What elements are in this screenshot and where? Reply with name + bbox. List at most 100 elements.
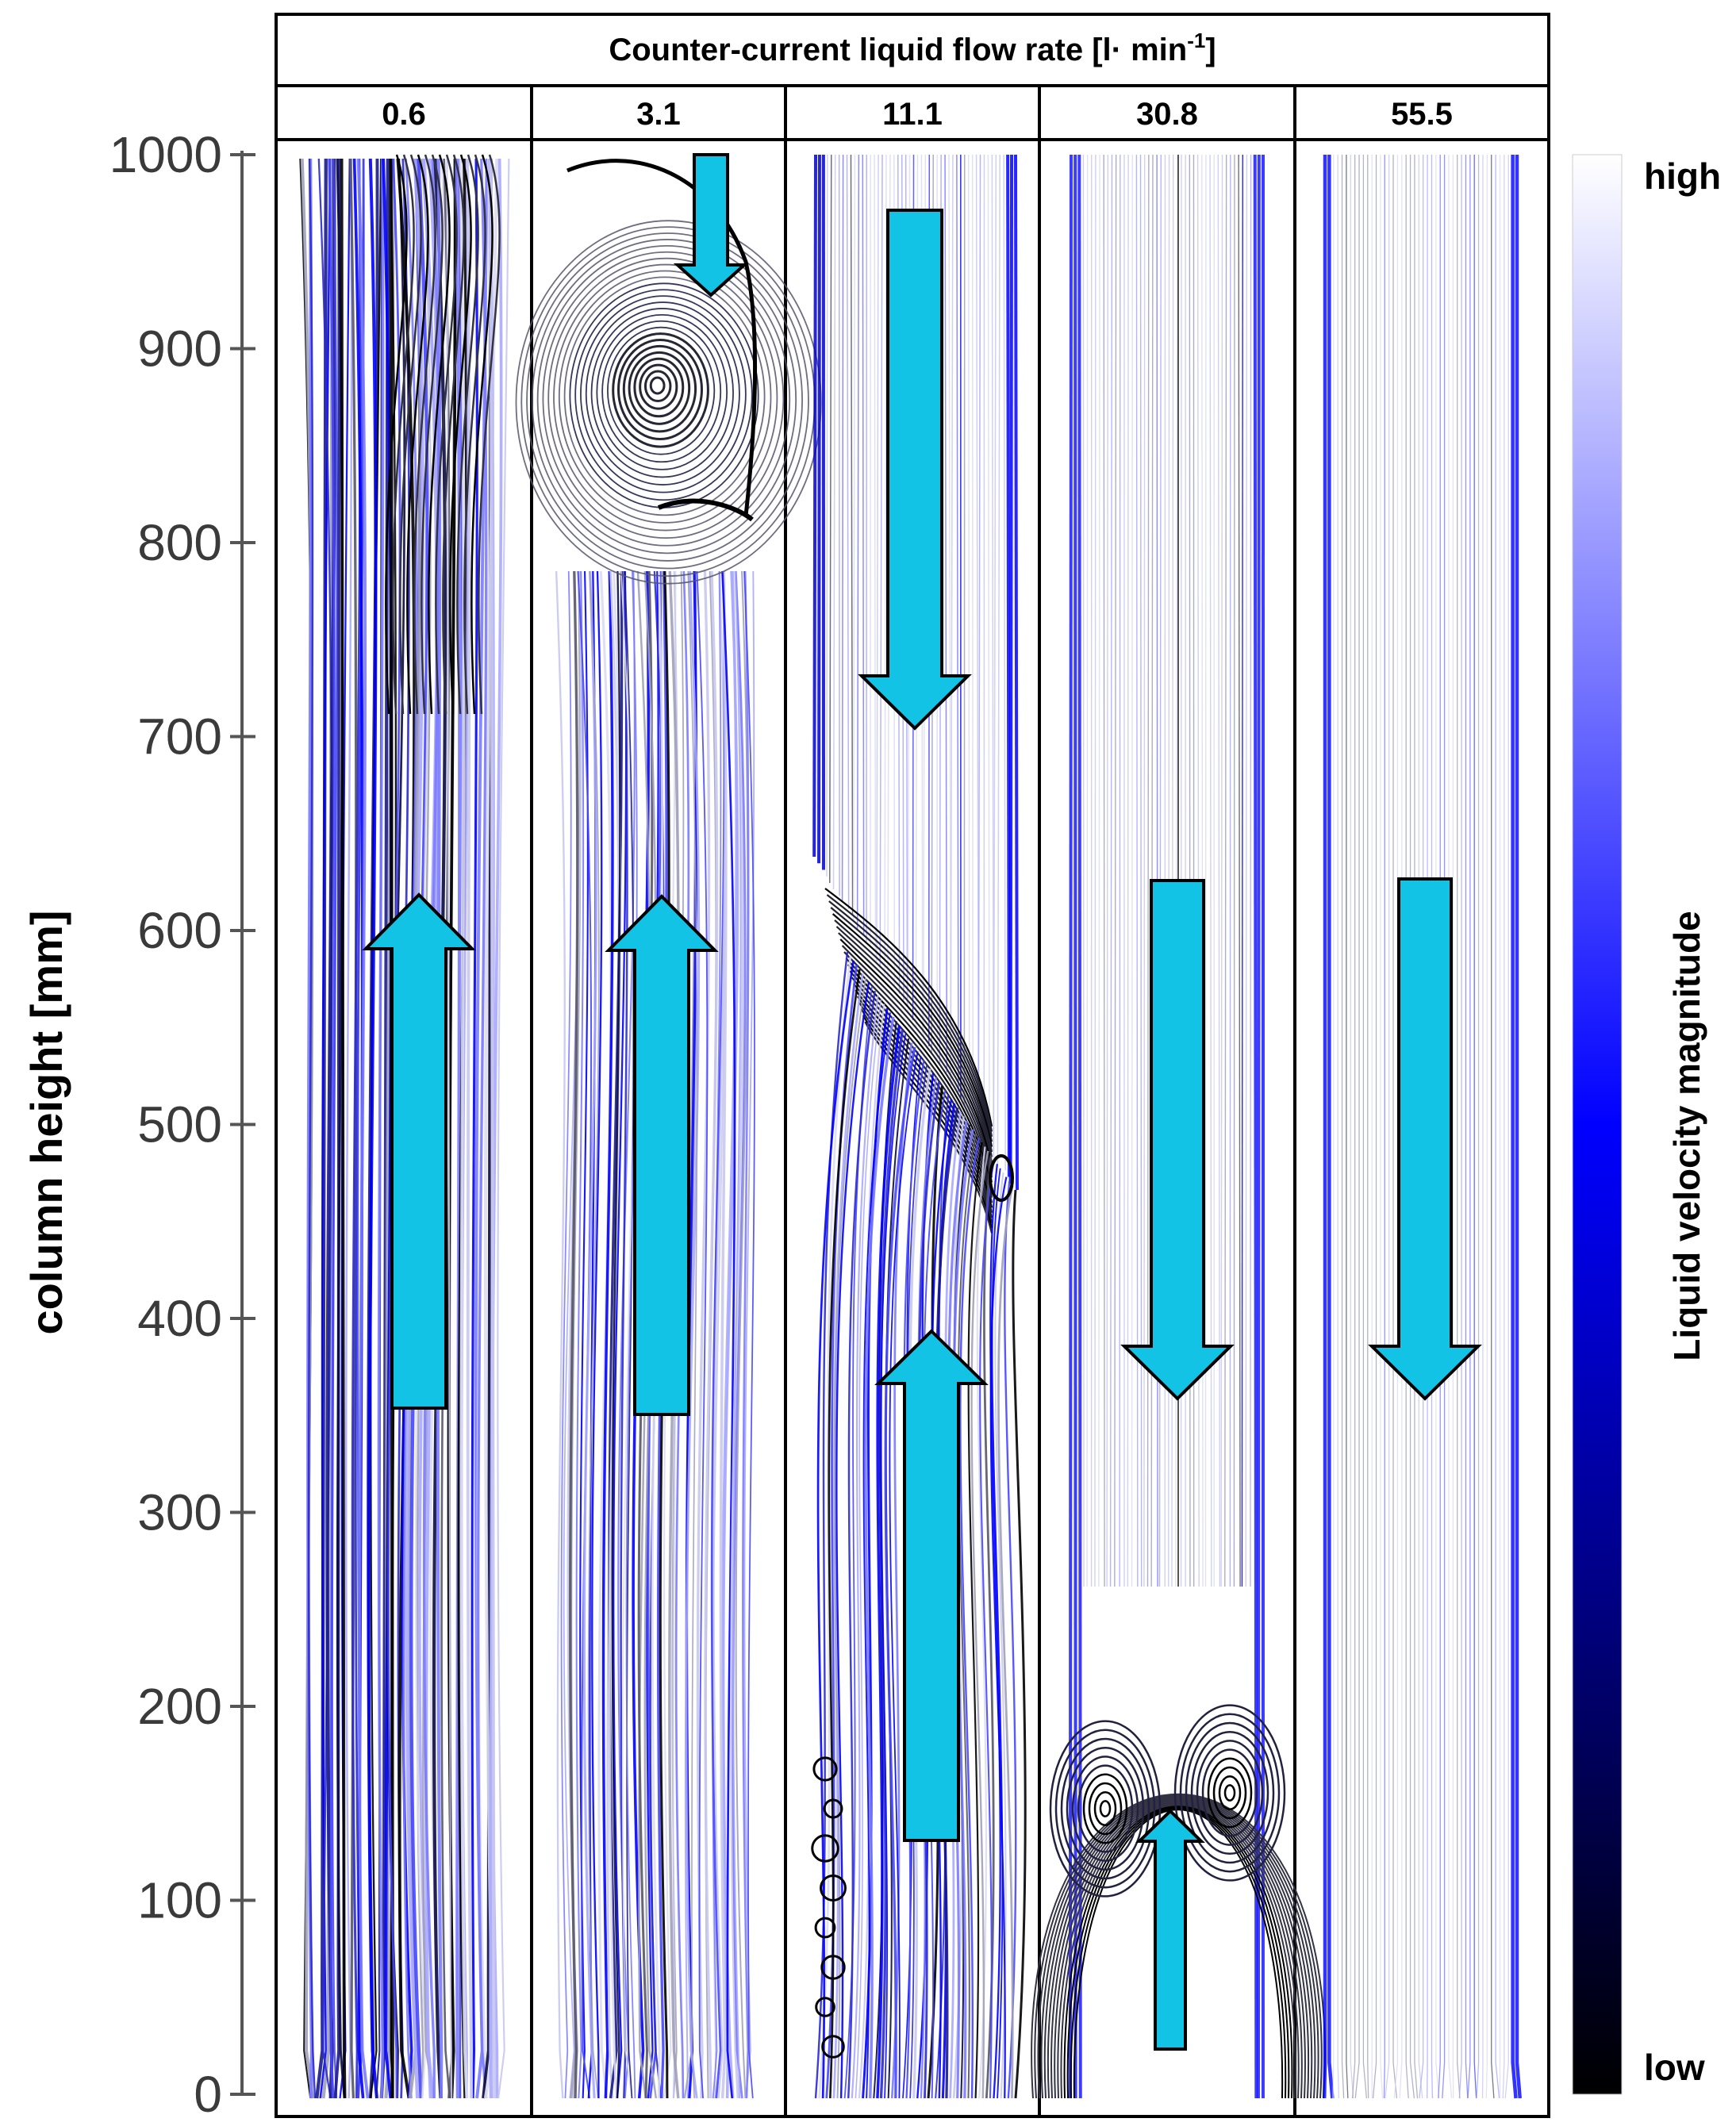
- streamline: [834, 919, 993, 1153]
- vortex-ring: [526, 232, 809, 570]
- streamline: [1253, 154, 1258, 2099]
- streamline: [834, 977, 867, 2099]
- streamline: [1405, 155, 1409, 2099]
- streamline: [851, 995, 879, 2099]
- streamline: [1135, 154, 1139, 1587]
- streamline: [979, 1159, 996, 2099]
- vortex: [515, 159, 822, 585]
- vortex-ring: [1054, 1729, 1156, 1889]
- streamline: [1419, 155, 1424, 2099]
- streamline: [345, 158, 353, 2099]
- figure-header: Counter-current liquid flow rate [l· min…: [275, 13, 1550, 141]
- streamline: [856, 154, 860, 929]
- vortex-ring: [1071, 1756, 1139, 1862]
- streamline: [997, 1185, 1014, 2099]
- streamline: [1322, 155, 1327, 2099]
- streamline: [421, 154, 444, 715]
- streamline: [967, 1142, 983, 2099]
- flow-rate-label: 11.1: [882, 97, 943, 132]
- streamline: [1350, 155, 1354, 2099]
- streamline: [340, 158, 347, 2099]
- streamline: [1098, 154, 1100, 1587]
- streamline: [1008, 154, 1014, 1184]
- streamline: [832, 913, 993, 1147]
- streamline: [625, 570, 638, 2099]
- streamline: [959, 1138, 980, 2099]
- streamline: [841, 945, 993, 1172]
- streamline: [722, 570, 739, 2099]
- streamline: [1014, 154, 1019, 1191]
- y-tick-label: 1000: [109, 126, 222, 183]
- streamline: [1362, 155, 1368, 2099]
- y-tick-label: 900: [137, 320, 222, 378]
- streamline: [835, 926, 993, 1157]
- streamline: [620, 570, 634, 2099]
- streamline: [829, 154, 832, 883]
- vortex-ring: [1223, 1784, 1236, 1802]
- flow-rate-headers: 0.6 3.1 11.1 30.8 55.5: [275, 84, 1550, 141]
- vortex-ring: [628, 351, 691, 425]
- flow-rate-label: 0.6: [382, 97, 426, 132]
- streamline: [1435, 155, 1440, 2099]
- streamline: [846, 154, 850, 909]
- streamline: [455, 158, 462, 2099]
- vortex-ring: [639, 363, 678, 410]
- streamline: [1082, 154, 1085, 1587]
- streamline: [1256, 154, 1261, 2099]
- streamline: [1057, 1803, 1300, 2099]
- streamline: [1465, 155, 1469, 2099]
- vortex-ring: [1099, 1800, 1112, 1817]
- eddy: [812, 1756, 838, 1782]
- streamline: [591, 570, 603, 2099]
- streamline: [977, 154, 981, 1131]
- streamline: [497, 158, 510, 2099]
- vortex-ring: [649, 376, 666, 395]
- streamline: [884, 154, 887, 975]
- streamline: [732, 570, 742, 2099]
- streamline: [1131, 154, 1133, 1587]
- vortex-ring: [617, 339, 703, 440]
- streamline: [1442, 155, 1446, 2099]
- eddy: [811, 1834, 839, 1863]
- streamline: [956, 154, 959, 1092]
- streamline: [864, 1016, 895, 2099]
- header-title: Counter-current liquid flow rate [l· min…: [609, 29, 1216, 67]
- streamline: [1327, 155, 1335, 2099]
- vortex-ring: [536, 244, 797, 555]
- streamline: [1392, 155, 1398, 2099]
- streamline: [1006, 154, 1011, 1177]
- eddy: [823, 1798, 843, 1819]
- streamline: [1476, 155, 1480, 2099]
- streamline: [620, 570, 628, 2099]
- colorbar-low-label: low: [1644, 2047, 1705, 2088]
- y-tick-label: 800: [137, 514, 222, 571]
- vortex-ring: [1185, 1721, 1275, 1864]
- streamline: [830, 907, 993, 1142]
- streamline: [1515, 155, 1522, 2099]
- vortex-ring: [1049, 1720, 1162, 1898]
- vortex-ring: [1190, 1730, 1269, 1855]
- flow-rate-label: 55.5: [1391, 97, 1453, 132]
- streamline: [1068, 154, 1073, 2099]
- streamline: [862, 1015, 993, 1229]
- vortex-ring: [553, 263, 778, 532]
- vortex-ring: [1093, 1790, 1117, 1827]
- vortex-ring: [547, 257, 785, 539]
- flow-rate-header-cell: [784, 84, 1041, 141]
- streamline: [613, 570, 628, 2099]
- streamline: [890, 1042, 913, 2099]
- streamline: [1431, 155, 1434, 2099]
- streamline: [1012, 1189, 1027, 2099]
- streamline: [611, 570, 621, 2099]
- streamline: [399, 154, 422, 715]
- streamline: [478, 154, 501, 715]
- streamline: [567, 159, 758, 516]
- streamline: [385, 154, 408, 715]
- downward-flow-arrow: [1120, 879, 1235, 1401]
- streamline: [1070, 1807, 1287, 2099]
- streamline: [1504, 155, 1509, 2099]
- streamline: [847, 990, 876, 2099]
- vortex-ring: [622, 344, 697, 433]
- streamline: [685, 570, 701, 2099]
